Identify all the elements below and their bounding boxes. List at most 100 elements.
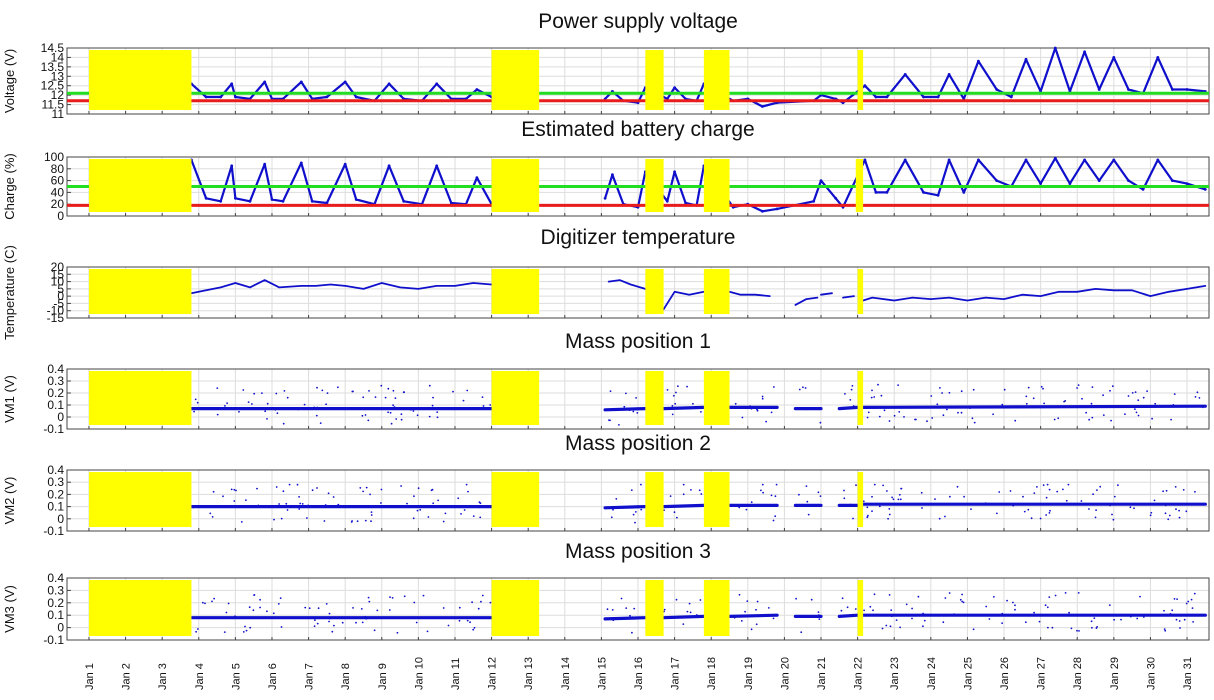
data-point bbox=[266, 610, 268, 613]
data-point bbox=[1045, 496, 1048, 499]
data-point bbox=[758, 504, 761, 507]
data-point bbox=[400, 413, 403, 416]
data-point bbox=[319, 422, 322, 424]
data-point bbox=[936, 95, 940, 99]
data-point bbox=[962, 191, 966, 194]
data-point bbox=[1163, 628, 1166, 630]
data-point bbox=[248, 199, 252, 203]
y-axis-label: Temperature (C) bbox=[2, 245, 17, 340]
y-axis-label: VM1 (V) bbox=[2, 375, 17, 423]
data-gap-marker bbox=[703, 371, 730, 425]
data-gap-marker bbox=[491, 371, 540, 425]
data-point bbox=[1053, 418, 1056, 421]
data-point bbox=[1137, 414, 1140, 417]
data-point bbox=[804, 387, 807, 389]
data-point bbox=[895, 619, 898, 621]
data-point bbox=[673, 511, 676, 514]
data-point bbox=[683, 616, 686, 619]
data-point bbox=[442, 520, 445, 523]
data-point bbox=[316, 622, 319, 625]
data-point bbox=[623, 405, 626, 408]
data-gap-marker bbox=[645, 371, 664, 425]
data-point bbox=[1067, 483, 1070, 486]
data-point bbox=[360, 608, 363, 610]
data-point bbox=[435, 82, 439, 86]
data-point bbox=[1179, 627, 1181, 629]
data-point bbox=[364, 519, 367, 522]
panel-4: Mass position 1 VM1 (V) -0.100.10.20.30.4 bbox=[2, 330, 1210, 436]
data-point bbox=[410, 409, 412, 411]
data-point bbox=[930, 395, 933, 397]
data-point bbox=[1185, 88, 1189, 91]
data-point bbox=[355, 621, 357, 624]
data-point bbox=[1022, 495, 1024, 498]
data-point bbox=[1173, 598, 1176, 600]
data-point bbox=[458, 619, 461, 622]
data-point bbox=[871, 389, 873, 392]
data-point bbox=[686, 610, 689, 613]
data-point bbox=[387, 387, 390, 390]
data-point bbox=[767, 607, 770, 609]
data-point bbox=[298, 508, 301, 510]
data-point bbox=[481, 594, 484, 597]
data-point bbox=[677, 385, 679, 388]
data-point bbox=[961, 600, 964, 603]
data-point bbox=[242, 631, 245, 633]
data-point bbox=[416, 414, 419, 417]
data-point bbox=[1146, 390, 1148, 392]
y-tick-label: 40 bbox=[51, 185, 65, 199]
data-point bbox=[219, 199, 223, 203]
data-point bbox=[733, 616, 736, 619]
data-point bbox=[1042, 484, 1045, 486]
data-point bbox=[1070, 627, 1073, 630]
data-point bbox=[675, 391, 677, 394]
data-point bbox=[682, 493, 685, 496]
data-point bbox=[1127, 179, 1130, 183]
data-point bbox=[1167, 518, 1170, 521]
data-point bbox=[325, 201, 329, 205]
data-point bbox=[449, 201, 453, 205]
data-point bbox=[675, 598, 678, 601]
data-point bbox=[317, 607, 320, 610]
data-point bbox=[957, 411, 959, 414]
data-point bbox=[252, 609, 255, 612]
data-point bbox=[761, 395, 764, 398]
data-point bbox=[361, 621, 364, 624]
data-point bbox=[476, 616, 479, 619]
data-point bbox=[362, 396, 365, 399]
data-point bbox=[389, 596, 391, 598]
data-gap-marker bbox=[491, 50, 540, 110]
y-tick-label: 15 bbox=[51, 267, 65, 281]
data-point bbox=[888, 420, 891, 422]
data-point bbox=[264, 410, 267, 413]
data-point bbox=[1113, 618, 1115, 621]
data-point bbox=[970, 508, 972, 510]
data-point bbox=[471, 601, 473, 604]
data-point bbox=[625, 392, 627, 395]
data-point bbox=[1178, 516, 1181, 519]
x-tick-label: Jan 12 bbox=[487, 657, 499, 690]
data-point bbox=[998, 491, 1001, 493]
data-point bbox=[749, 405, 751, 407]
data-point bbox=[204, 95, 208, 99]
data-point bbox=[278, 503, 280, 505]
data-point bbox=[1151, 417, 1153, 420]
data-point bbox=[840, 609, 843, 612]
data-point bbox=[1045, 514, 1047, 516]
data-point bbox=[615, 498, 618, 500]
data-point bbox=[413, 495, 415, 498]
data-point bbox=[1076, 629, 1078, 632]
data-point bbox=[673, 86, 676, 89]
data-point bbox=[403, 391, 405, 394]
data-point bbox=[435, 164, 439, 168]
data-point bbox=[1009, 490, 1012, 492]
data-point bbox=[452, 390, 454, 393]
series-trace bbox=[727, 613, 779, 618]
panel-title: Mass position 1 bbox=[565, 330, 711, 353]
data-point bbox=[332, 496, 335, 498]
data-point bbox=[428, 415, 431, 418]
y-tick-label: 100 bbox=[44, 150, 64, 164]
data-point bbox=[350, 521, 353, 523]
data-point bbox=[387, 164, 391, 168]
data-point bbox=[274, 408, 277, 411]
